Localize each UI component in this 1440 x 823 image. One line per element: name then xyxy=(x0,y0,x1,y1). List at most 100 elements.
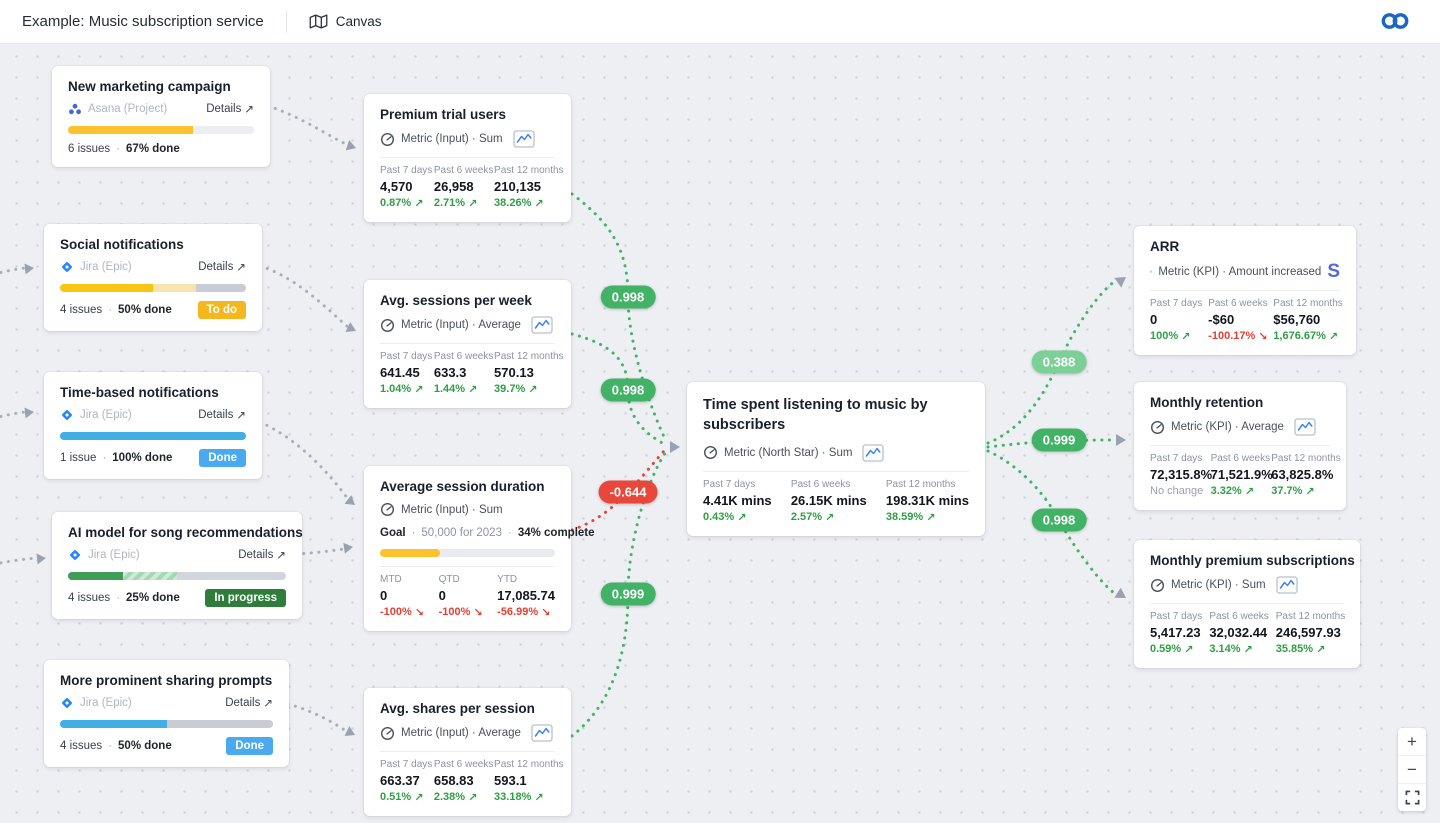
trend-up-icon: ↗ xyxy=(414,792,424,804)
edge-sharing-to-shares xyxy=(286,702,348,733)
details-link[interactable]: Details ↗ xyxy=(198,261,246,274)
work-card-social-notifications[interactable]: Social notifications Jira (Epic) Details… xyxy=(44,224,262,331)
edge-timebased-to-duration xyxy=(258,420,350,501)
details-link[interactable]: Details ↗ xyxy=(198,409,246,422)
work-source: Jira (Epic) xyxy=(80,261,132,273)
trend-up-icon: ↗ xyxy=(1184,644,1194,656)
work-card-ai-model[interactable]: AI model for song recommendations Jira (… xyxy=(52,512,303,619)
trend-up-icon: ↗ xyxy=(468,792,478,804)
progress-bar xyxy=(68,572,286,580)
metric-card-avg-sessions-per-week[interactable]: Avg. sessions per week Metric (Input) · … xyxy=(364,280,571,408)
metric-card-avg-shares-per-session[interactable]: Avg. shares per session Metric (Input) ·… xyxy=(364,688,571,816)
work-card-time-based-notifications[interactable]: Time-based notifications Jira (Epic) Det… xyxy=(44,372,262,479)
metric-type: Metric (Input) · Sum xyxy=(401,503,503,516)
metric-type: Metric (Input) · Sum xyxy=(401,133,503,145)
sparkline-chart-button[interactable] xyxy=(513,130,535,148)
gauge-icon xyxy=(703,445,718,460)
goal-progress: 34% complete xyxy=(517,527,595,539)
workspace-title: Example: Music subscription service xyxy=(22,13,264,30)
correlation-badge-arr[interactable]: 0.388 xyxy=(1031,350,1087,374)
edge-aimodel-to-duration xyxy=(294,547,346,556)
edge-marketing-to-premium xyxy=(266,104,350,147)
metric-title: Monthly premium subscriptions xyxy=(1150,553,1355,568)
nav-canvas-tab[interactable]: Canvas xyxy=(309,14,382,29)
metric-type: Metric (KPI) · Amount increased xyxy=(1158,265,1322,278)
trend-up-icon: ↗ xyxy=(1316,644,1326,656)
dot-separator xyxy=(116,592,120,604)
zoom-out-button[interactable]: − xyxy=(1398,756,1426,784)
sparkline-icon xyxy=(862,444,884,462)
sparkline-chart-button[interactable] xyxy=(862,444,884,462)
metric-title: Time spent listening to music by subscri… xyxy=(703,397,928,434)
metric-period: Past 12 months $56,760 1,676.67% ↗ xyxy=(1273,298,1343,343)
correlation-badge-premium[interactable]: 0.998 xyxy=(600,285,656,309)
trend-up-icon: ↗ xyxy=(1244,486,1255,498)
canvas-background[interactable]: New marketing campaign Asana (Project) D… xyxy=(0,44,1440,823)
dot-separator xyxy=(108,304,112,316)
edge-incoming-1 xyxy=(0,266,28,275)
trend-up-icon: ↗ xyxy=(737,511,747,524)
work-card-sharing-prompts[interactable]: More prominent sharing prompts Jira (Epi… xyxy=(44,660,289,767)
correlation-badge-subscriptions[interactable]: 0.998 xyxy=(1031,508,1087,532)
done-percent: 50% done xyxy=(118,740,172,752)
work-title: Time-based notifications xyxy=(60,385,219,400)
external-link-icon: ↗ xyxy=(263,698,273,710)
goal-progress-bar xyxy=(380,549,555,557)
zoom-controls: + − xyxy=(1398,728,1426,811)
progress-bar xyxy=(60,284,246,292)
map-icon xyxy=(309,14,328,29)
metric-card-north-star[interactable]: Time spent listening to music by subscri… xyxy=(687,382,985,536)
metric-card-arr[interactable]: ARR Metric (KPI) · Amount increased S Pa… xyxy=(1134,226,1356,355)
trend-up-icon: ↗ xyxy=(825,511,835,524)
gauge-icon xyxy=(1150,420,1165,435)
metric-period: Past 6 weeks 71,521.9% 3.32% ↗ xyxy=(1210,453,1273,498)
trend-up-icon: ↗ xyxy=(468,198,478,210)
work-title: More prominent sharing prompts xyxy=(60,673,273,688)
sparkline-chart-button[interactable] xyxy=(531,724,553,742)
metric-period: YTD 17,085.74 -56.99% ↘ xyxy=(497,574,555,619)
sparkline-chart-button[interactable] xyxy=(1294,418,1316,436)
progress-bar xyxy=(68,126,254,134)
metric-period: Past 7 days 641.45 1.04% ↗ xyxy=(380,351,433,396)
logo-icon xyxy=(1381,13,1409,29)
fullscreen-button[interactable] xyxy=(1398,784,1426,811)
metric-type: Metric (Input) · Average xyxy=(401,319,521,331)
top-bar: Example: Music subscription service Canv… xyxy=(0,0,1440,44)
issue-count: 1 issue xyxy=(60,452,97,464)
details-link[interactable]: Details ↗ xyxy=(225,697,273,710)
nav-canvas-label: Canvas xyxy=(335,14,382,29)
metric-card-monthly-premium-subscriptions[interactable]: Monthly premium subscriptions Metric (KP… xyxy=(1134,540,1360,668)
metric-period: Past 6 weeks -$60 -100.17% ↘ xyxy=(1208,298,1268,343)
correlation-badge-retention[interactable]: 0.999 xyxy=(1031,428,1087,452)
metric-period: Past 6 weeks 26.15K mins 2.57% ↗ xyxy=(790,478,867,524)
metric-card-monthly-retention[interactable]: Monthly retention Metric (KPI) · Average… xyxy=(1134,382,1346,510)
external-link-icon: ↗ xyxy=(276,550,286,562)
status-badge: In progress xyxy=(205,589,286,607)
sparkline-chart-button[interactable] xyxy=(531,316,553,334)
details-link[interactable]: Details ↗ xyxy=(238,549,286,562)
sparkline-icon xyxy=(1276,576,1298,594)
gauge-icon xyxy=(380,502,395,517)
work-source: Jira (Epic) xyxy=(80,409,132,421)
doubleloop-logo[interactable] xyxy=(1380,9,1410,38)
gauge-icon xyxy=(380,726,395,741)
external-link-icon: ↗ xyxy=(236,410,246,422)
metric-card-average-session-duration[interactable]: Average session duration Metric (Input) … xyxy=(364,466,595,631)
correlation-badge-shares[interactable]: 0.999 xyxy=(600,582,656,606)
correlation-badge-sessions[interactable]: 0.998 xyxy=(600,378,656,402)
metric-card-premium-trial-users[interactable]: Premium trial users Metric (Input) · Sum… xyxy=(364,94,571,222)
correlation-badge-duration[interactable]: -0.644 xyxy=(598,480,658,504)
work-title: Social notifications xyxy=(60,237,184,252)
metric-type: Metric (Input) · Average xyxy=(401,727,521,739)
metric-title: Average session duration xyxy=(380,479,545,494)
dot-separator xyxy=(412,527,416,539)
header-divider xyxy=(285,10,287,33)
done-percent: 25% done xyxy=(126,592,180,604)
sparkline-chart-button[interactable] xyxy=(1276,576,1298,594)
zoom-in-button[interactable]: + xyxy=(1398,728,1426,756)
trend-up-icon: ↗ xyxy=(534,198,544,210)
metric-period: Past 12 months 570.13 39.7% ↗ xyxy=(494,351,564,396)
details-link[interactable]: Details ↗ xyxy=(206,103,254,116)
fullscreen-icon xyxy=(1405,790,1420,805)
work-card-new-marketing-campaign[interactable]: New marketing campaign Asana (Project) D… xyxy=(52,66,270,167)
